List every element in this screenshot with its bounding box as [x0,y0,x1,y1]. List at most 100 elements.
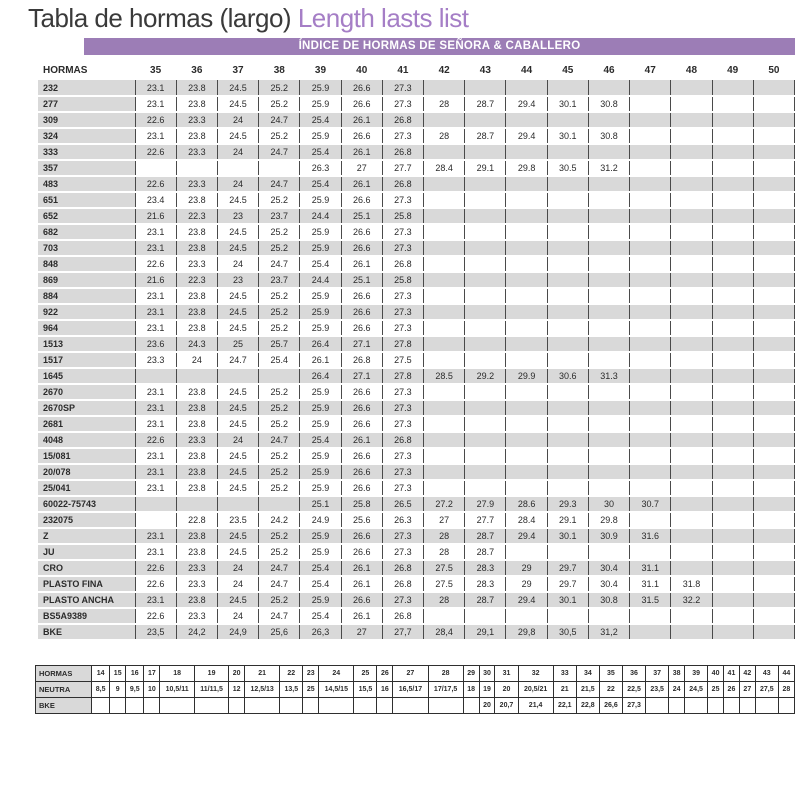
length-cell [670,528,713,545]
length-cell: 25.2 [258,480,300,497]
length-cell [629,144,671,161]
length-cell [629,128,671,145]
row-label: 2681 [38,416,135,433]
length-cell [752,240,796,257]
conversion-cell: 29 [462,665,480,682]
length-cell: 23.8 [175,240,218,257]
length-cell [752,144,796,161]
conversion-cell: 16,5/17 [392,681,429,698]
length-cell: 25.2 [258,224,300,241]
conversion-cell [427,697,464,714]
last-row: 2681 23.1 23.8 24.5 25.2 25.9 26.6 27.3 [38,416,796,433]
length-cell [134,512,177,529]
conversion-cell [707,697,725,714]
length-cell: 22.6 [134,144,177,161]
length-cell: 23.7 [258,208,300,225]
length-cell: 23.4 [134,192,177,209]
length-cell [752,624,796,641]
conversion-cell: 22,8 [575,697,600,714]
length-cell: 27.3 [381,400,424,417]
length-cell [134,496,177,513]
size-column-header: 43 [479,64,491,76]
length-cell: 23.8 [175,304,218,321]
length-cell [423,352,465,369]
length-cell [711,400,754,417]
length-cell: 25.2 [258,592,300,609]
length-cell: 27.3 [381,544,424,561]
length-cell: 29.4 [505,528,548,545]
length-cell [423,176,465,193]
length-cell [670,128,713,145]
length-cell: 27.5 [423,560,465,577]
length-cell: 30.4 [587,576,630,593]
length-cell: 24.5 [216,320,259,337]
size-column-header: 36 [191,64,203,76]
length-cell: 23.1 [134,288,177,305]
row-label: 703 [38,240,135,257]
length-cell: 29 [505,560,548,577]
length-cell [505,448,548,465]
length-cell [546,80,589,97]
length-cell [464,192,506,209]
length-cell: 24.5 [216,480,259,497]
conversion-cell [645,697,670,714]
length-cell: 25.9 [299,192,342,209]
length-cell [711,576,754,593]
conversion-cell: 15 [109,665,127,682]
length-cell [423,336,465,353]
size-column-header: 45 [562,64,574,76]
length-cell: 25.4 [299,576,342,593]
main-lasts-table: HORMAS 35 36 37 38 39 40 41 42 43 44 45 46 47 48 49 50 … [38,60,796,641]
conversion-cell [376,697,394,714]
last-row: 333 22.6 23.3 24 24.7 25.4 26.1 26.8 [38,144,796,161]
length-cell: 22.6 [134,432,177,449]
length-cell: 25.9 [299,80,342,97]
length-cell: 25.2 [258,528,300,545]
length-cell: 26.6 [340,288,383,305]
conversion-cell: 22 [279,665,304,682]
length-cell: 23.1 [134,464,177,481]
length-cell [711,544,754,561]
length-cell: 25.2 [258,416,300,433]
length-cell [670,208,713,225]
length-cell [670,400,713,417]
length-cell [711,528,754,545]
length-cell [587,384,630,401]
length-cell: 28 [423,96,465,113]
length-cell [546,432,589,449]
length-cell: 23.1 [134,544,177,561]
length-cell: 24.5 [216,464,259,481]
title-english: Length lasts list [297,3,469,33]
length-cell: 25.9 [299,96,342,113]
length-cell: 23.5 [216,512,259,529]
length-cell: 28.4 [505,512,548,529]
length-cell [587,144,630,161]
length-cell: 23.8 [175,544,218,561]
length-cell: 26.8 [381,576,424,593]
length-cell: 27.5 [381,352,424,369]
length-cell: 25.2 [258,384,300,401]
length-cell: 23.1 [134,224,177,241]
length-cell: 26.6 [340,544,383,561]
size-column-header: 38 [273,64,285,76]
length-cell [711,448,754,465]
length-cell: 23.1 [134,128,177,145]
length-cell [258,368,300,385]
last-row: 309 22.6 23.3 24 24.7 25.4 26.1 26.8 [38,112,796,129]
length-cell [670,144,713,161]
length-cell: 24 [216,608,259,625]
length-cell [752,560,796,577]
length-cell: 23.8 [175,384,218,401]
length-cell [629,480,671,497]
length-cell [670,464,713,481]
length-cell [505,400,548,417]
length-cell [423,112,465,129]
length-cell: 26.6 [340,80,383,97]
length-cell [587,192,630,209]
length-cell: 24.5 [216,592,259,609]
row-label: 277 [38,96,135,113]
length-cell: 25.9 [299,464,342,481]
length-cell [629,320,671,337]
length-cell [711,192,754,209]
conversion-cell: 33 [552,665,577,682]
